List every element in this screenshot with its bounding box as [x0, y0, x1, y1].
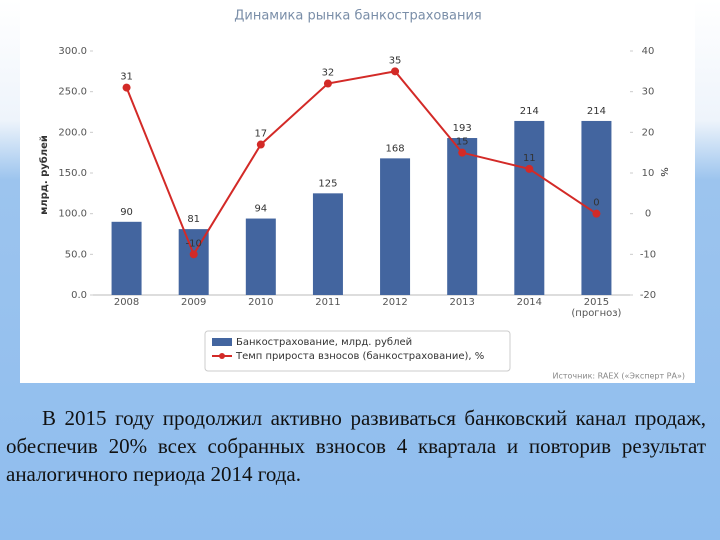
x-tick-label: 2014 [516, 297, 543, 308]
y2-tick-label: -10 [640, 249, 656, 260]
bar-label: 81 [187, 214, 200, 225]
x-tick-label: 2013 [449, 297, 475, 308]
bar [111, 221, 142, 295]
body-text: В 2015 году продолжил активно развиватьс… [6, 406, 706, 486]
line-label: 17 [254, 129, 267, 140]
bar [380, 158, 411, 295]
legend-box [204, 330, 511, 372]
y-tick-label: 250.0 [58, 87, 87, 98]
line-point [458, 148, 467, 157]
y-tick-label: 150.0 [58, 168, 87, 179]
y2-tick-label: 10 [642, 168, 655, 179]
line-point [525, 164, 534, 173]
bar [447, 138, 478, 295]
y-tick-label: 200.0 [58, 127, 87, 138]
x-tick-label: 2015 (прогноз) [571, 297, 622, 319]
y-tick-label: 100.0 [58, 209, 87, 220]
y2-axis-label: % [658, 167, 669, 177]
line-point [391, 67, 400, 76]
bar-label: 193 [453, 123, 472, 134]
line-label: 11 [523, 153, 536, 164]
line-point [256, 140, 265, 149]
bar [178, 229, 209, 295]
bar-label: 168 [386, 143, 405, 154]
y2-tick-label: -20 [640, 290, 656, 301]
legend-swatch [219, 353, 225, 359]
legend-label: Банкострахование, млрд. рублей [236, 337, 412, 348]
y2-tick-label: 40 [642, 46, 655, 57]
line-label: -10 [186, 238, 202, 249]
y-tick-label: 50.0 [65, 249, 87, 260]
y-tick-label: 300.0 [58, 46, 87, 57]
bar-label: 214 [520, 106, 539, 117]
line-label: 0 [593, 198, 599, 209]
line [125, 70, 597, 257]
x-tick-label: 2009 [180, 297, 207, 308]
bar [245, 218, 276, 295]
source: Источник: RAEX («Эксперт РА») [552, 372, 685, 381]
line-point [323, 79, 332, 88]
bar [514, 120, 545, 296]
bar-label: 94 [254, 204, 267, 215]
chart-title: Динамика рынка банкострахования [234, 9, 482, 24]
line-point [122, 83, 131, 92]
x-tick-label: 2010 [248, 297, 274, 308]
y-tick-label: 0.0 [71, 290, 87, 301]
bar [312, 193, 343, 295]
y2-tick-label: 0 [645, 209, 651, 220]
y2-tick-label: 30 [642, 87, 655, 98]
line-label: 15 [456, 137, 469, 148]
bar-label: 90 [120, 207, 133, 218]
x-tick-label: 2011 [315, 297, 341, 308]
bar-label: 214 [587, 106, 606, 117]
x-tick-label: 2012 [382, 297, 408, 308]
x-tick-label: 2008 [113, 297, 140, 308]
y2-tick-label: 20 [642, 127, 655, 138]
line-label: 35 [389, 55, 402, 66]
bar-label: 125 [318, 178, 337, 189]
line-point [189, 250, 198, 259]
y-axis-label: млрд. рублей [38, 135, 50, 215]
line-label: 31 [120, 72, 133, 83]
line-point [592, 209, 601, 218]
legend-label: Темп прироста взносов (банкострахование)… [235, 351, 484, 362]
line-label: 32 [322, 68, 335, 79]
legend-swatch [212, 338, 232, 346]
